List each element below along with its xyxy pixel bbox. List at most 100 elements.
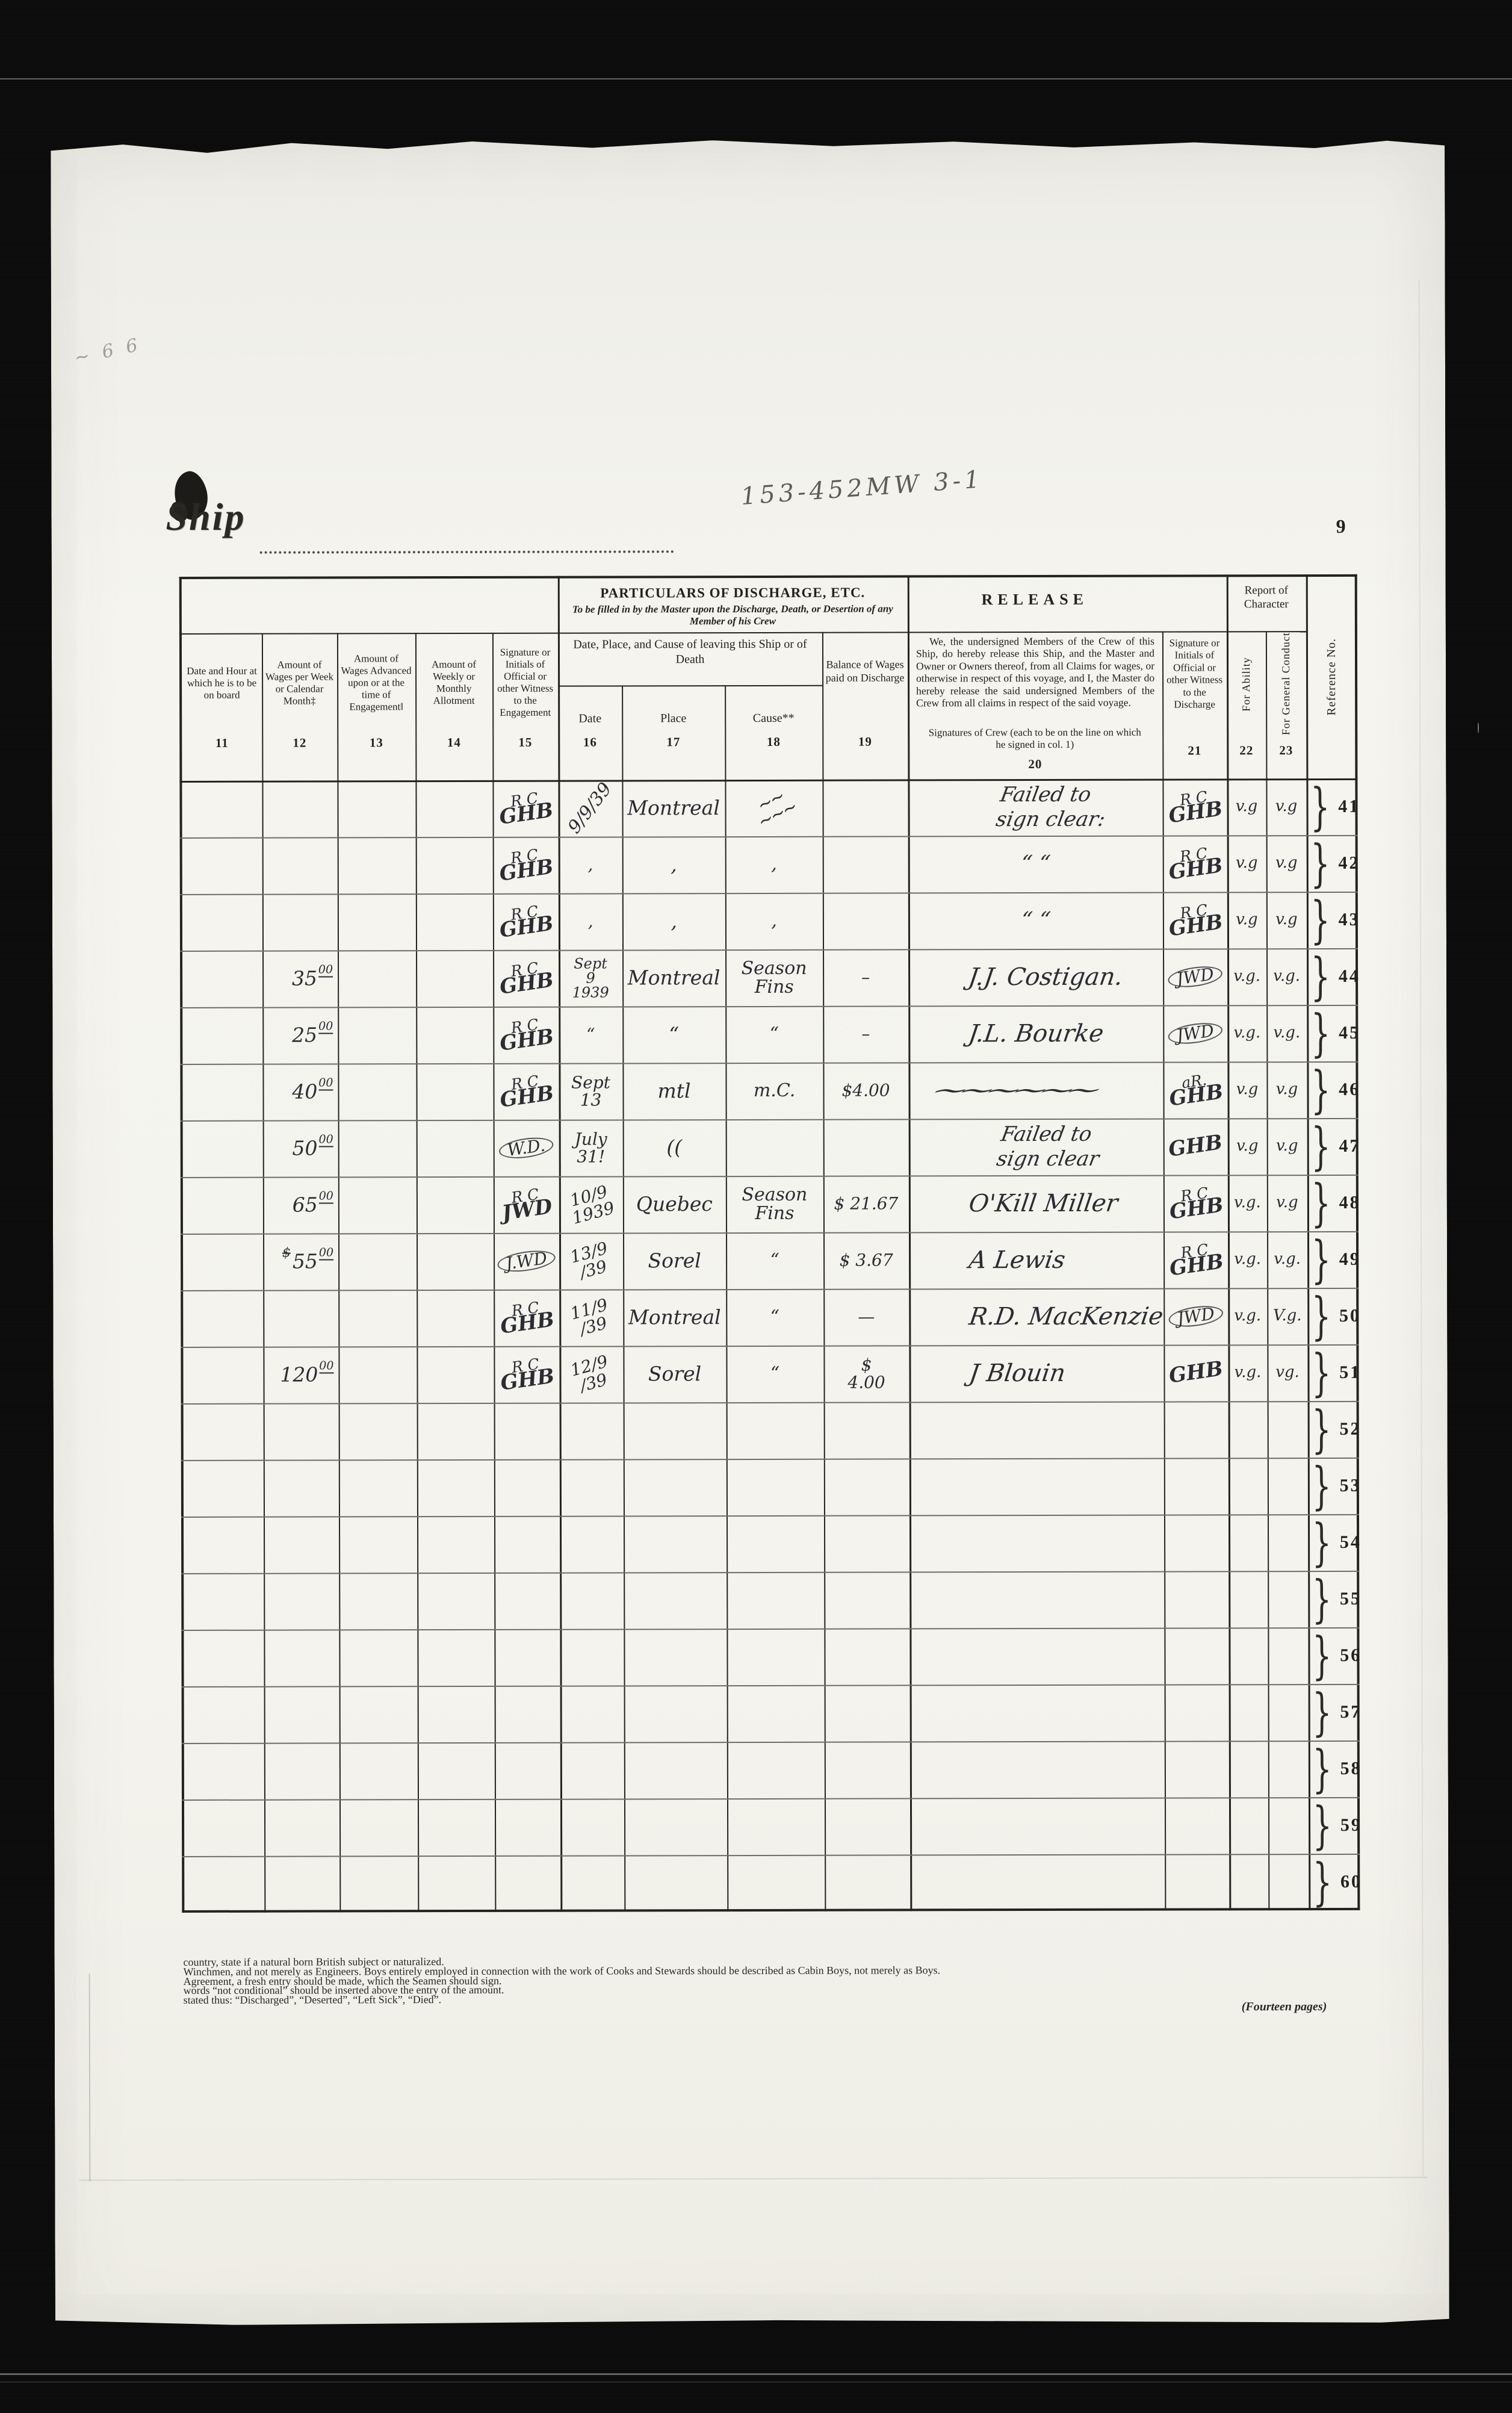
- cell-ref: } 45: [1307, 1005, 1358, 1061]
- cell-ab: v.g: [1235, 854, 1258, 872]
- pencil-mark: d: [34, 992, 48, 1017]
- cell-sige: R C GHB: [489, 1059, 562, 1124]
- cell-co: v.g.: [1273, 967, 1301, 986]
- cell-sige: R C GHB: [489, 833, 562, 898]
- cell-ref: } 53: [1308, 1458, 1359, 1514]
- reference-number: 50: [1339, 1306, 1362, 1326]
- row-brace: }: [1312, 1739, 1333, 1799]
- wages-cents: 00: [318, 1132, 333, 1146]
- row-brace: }: [1310, 777, 1330, 837]
- cell-bal: –: [861, 1023, 870, 1044]
- col-number-14: 14: [447, 735, 461, 750]
- cell-crew: J.J. Costigan.: [966, 963, 1125, 992]
- cell-cause: “: [770, 1306, 780, 1328]
- cell-ref: } 58: [1309, 1741, 1360, 1797]
- cell-ref: } 52: [1308, 1401, 1359, 1458]
- signature-scribble: GHB: [1167, 910, 1225, 942]
- row-brace: }: [1311, 1173, 1331, 1233]
- cell-co: v.g.: [1273, 1023, 1301, 1042]
- wages-amount: 40: [292, 1079, 318, 1104]
- cell-date: Sept 13: [571, 1072, 610, 1110]
- signature-scribble: W.D.: [498, 1134, 555, 1161]
- discharge-witness-label: Signature or Initials of Official or oth…: [1167, 637, 1223, 710]
- cell-cause: Season Fins: [742, 1184, 808, 1224]
- cell-co: v.g: [1275, 910, 1298, 929]
- row-brace: }: [1310, 833, 1330, 893]
- signature-scribble: GHB: [1167, 797, 1224, 828]
- cause-col-label: Cause**: [752, 711, 795, 725]
- signature-scribble: GHB: [499, 1364, 556, 1396]
- page-edge: [89, 1974, 91, 2181]
- table-row: } 59: [182, 1797, 1360, 1856]
- cell-sigd: JWD: [1159, 944, 1231, 1009]
- table-row: } 49 $55 00 J.WD 13/9 /39 Sorel “$ 3.67 A Lewis R…: [181, 1231, 1359, 1290]
- film-scratch: [0, 78, 1512, 79]
- reference-number: 49: [1339, 1249, 1361, 1270]
- cell-date: ‚: [587, 911, 593, 931]
- cell-bal: $ 4.00: [847, 1355, 885, 1393]
- cell-ab: v.g.: [1234, 1306, 1262, 1325]
- cell-sige: R C GHB: [489, 1002, 562, 1067]
- table-hline: [179, 574, 1357, 579]
- cell-co: vg.: [1275, 1363, 1300, 1382]
- cell-place: ‚: [671, 908, 677, 933]
- cell-co: v.g: [1276, 1193, 1298, 1212]
- cell-place: Quebec: [636, 1191, 713, 1216]
- cell-wages: 50 00: [263, 1120, 338, 1176]
- reference-number: 52: [1339, 1419, 1362, 1439]
- column-header-15: Signature or Initials of Official or oth…: [497, 646, 554, 718]
- cell-sige: R C JWD: [490, 1172, 563, 1237]
- cell-date: July 31!: [574, 1129, 607, 1167]
- reference-number: 42: [1338, 853, 1360, 874]
- row-brace: }: [1312, 1569, 1332, 1629]
- footnote-line: stated thus: “Discharged”, “Deserted”, “…: [183, 1993, 442, 2007]
- cell-wages: 25 00: [262, 1007, 338, 1063]
- cell-sige: R C GHB: [489, 889, 562, 954]
- wages-note: $: [282, 1246, 291, 1261]
- row-brace: }: [1312, 1399, 1331, 1459]
- cell-crew: O'Kill Miller: [967, 1189, 1120, 1218]
- row-brace: }: [1312, 1682, 1332, 1742]
- table-row: } 48 65 00 R C JWD 10/9 1939 Quebec Season Fins $…: [181, 1175, 1359, 1234]
- cell-ref: } 57: [1309, 1684, 1360, 1741]
- table-row: } 47 50 00 W.D. July 31! ((Failed to sign clea…: [181, 1118, 1359, 1177]
- table-row: } 41 R C GHB 9/9/39 Montreal ~~ ~~~ Failed to s…: [179, 778, 1357, 837]
- cell-ref: } 42: [1307, 835, 1358, 892]
- reference-number: 60: [1340, 1872, 1363, 1892]
- signature-scribble: GHB: [1167, 1130, 1224, 1163]
- table-row: } 46 40 00 R C GHB Sept 13 mtl m.C. $4.00 ~~~~~~ aR…: [180, 1061, 1358, 1120]
- col-number-11: 11: [215, 735, 229, 750]
- film-frame-note: 153-452MW 3-1: [740, 465, 984, 511]
- reference-number: 45: [1339, 1023, 1361, 1043]
- wages-amount: 55: [292, 1249, 318, 1273]
- cell-place: ‚: [670, 852, 677, 876]
- cell-sigd: R C GHB: [1159, 831, 1231, 896]
- row-brace: }: [1312, 1795, 1333, 1856]
- signature-scribble: GHB: [1168, 1249, 1225, 1281]
- cell-date: ‚: [587, 854, 593, 875]
- cell-date: 10/9 1939: [568, 1181, 617, 1228]
- cell-sige: R C GHB: [489, 946, 562, 1011]
- cell-sige: W.D.: [490, 1116, 563, 1181]
- table-hline: [558, 685, 822, 687]
- wages-cents: 00: [318, 1189, 333, 1203]
- cell-bal: –: [861, 967, 870, 987]
- wages-amount: 25: [292, 1023, 318, 1047]
- cell-place: Montreal: [627, 795, 720, 820]
- cell-place: Sorel: [648, 1361, 702, 1386]
- reference-number: 43: [1338, 910, 1360, 930]
- cell-bal: $ 21.67: [834, 1193, 899, 1214]
- wages-cents: 00: [318, 963, 333, 977]
- column-header-13: Amount of Wages Advanced upon or at the …: [341, 653, 412, 713]
- cell-place: “: [669, 1022, 680, 1046]
- col-number-21: 21: [1188, 743, 1202, 758]
- col-number-12: 12: [293, 735, 307, 750]
- date-col-label: Date: [578, 712, 602, 725]
- release-paragraph: We, the undersigned Members of the Crew …: [916, 635, 1155, 709]
- table-row: } 45 25 00 R C GHB “ “ “ – J.L. Bourke JWD v.g. v.g.: [180, 1005, 1358, 1064]
- reference-number: 59: [1340, 1815, 1362, 1836]
- cell-cause: Season Fins: [741, 957, 807, 998]
- report-of-character-title: Report of Character: [1244, 584, 1289, 611]
- cell-place: Montreal: [627, 965, 720, 990]
- cell-co: v.g: [1275, 1080, 1298, 1099]
